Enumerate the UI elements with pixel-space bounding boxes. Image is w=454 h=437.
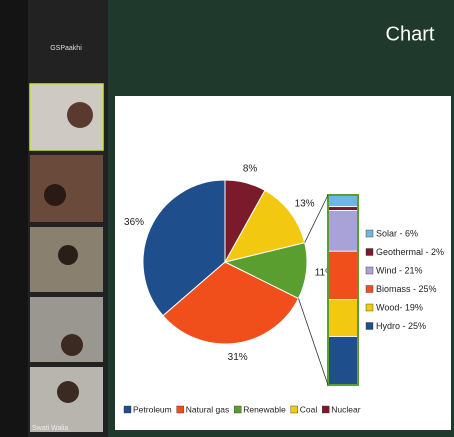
legend-swatch	[291, 406, 298, 413]
legend-label: Wood- 19%	[376, 302, 423, 312]
legend-label: Hydro - 25%	[376, 321, 426, 331]
breakdown-bar	[328, 337, 358, 385]
legend-swatch	[366, 323, 373, 330]
legend-label: Biomass - 25%	[376, 284, 437, 294]
slide-title: Chart	[386, 23, 435, 45]
slice-label: 31%	[228, 352, 248, 363]
participant	[44, 184, 66, 206]
participant	[57, 381, 79, 403]
legend-swatch	[366, 267, 373, 274]
legend-swatch	[322, 406, 329, 413]
legend-label: Nuclear	[331, 404, 360, 414]
legend-label: Solar - 6%	[376, 228, 418, 238]
participant-name: Swati Walia	[32, 425, 68, 432]
legend-label: Renewable	[243, 404, 286, 414]
slice-label: 13%	[295, 199, 315, 210]
participant	[61, 334, 83, 356]
legend-swatch	[366, 249, 373, 256]
breakdown-bar	[328, 300, 358, 337]
legend-swatch	[366, 304, 373, 311]
slice-label: 36%	[124, 217, 144, 228]
legend-label: Geothermal - 2%	[376, 247, 444, 257]
legend-swatch	[177, 406, 184, 413]
participant	[67, 102, 93, 128]
legend-label: Wind - 21%	[376, 265, 423, 275]
legend-label: Natural gas	[186, 404, 229, 414]
legend-swatch	[366, 230, 373, 237]
breakdown-bar	[328, 195, 358, 207]
legend-swatch	[124, 406, 131, 413]
participant	[58, 245, 78, 265]
breakdown-bar	[328, 251, 358, 299]
legend-swatch	[366, 286, 373, 293]
legend-label: Coal	[300, 404, 318, 414]
participant-name: GSPaakhi	[50, 45, 82, 52]
breakdown-bar	[328, 207, 358, 211]
video-tile	[30, 155, 103, 222]
breakdown-bar	[328, 211, 358, 252]
legend-label: Petroleum	[133, 404, 172, 414]
screen: GSPaakhi Swati Walia Chart 36%31%11%13%8…	[0, 0, 454, 437]
legend-swatch	[234, 406, 241, 413]
slice-label: 8%	[243, 164, 258, 175]
